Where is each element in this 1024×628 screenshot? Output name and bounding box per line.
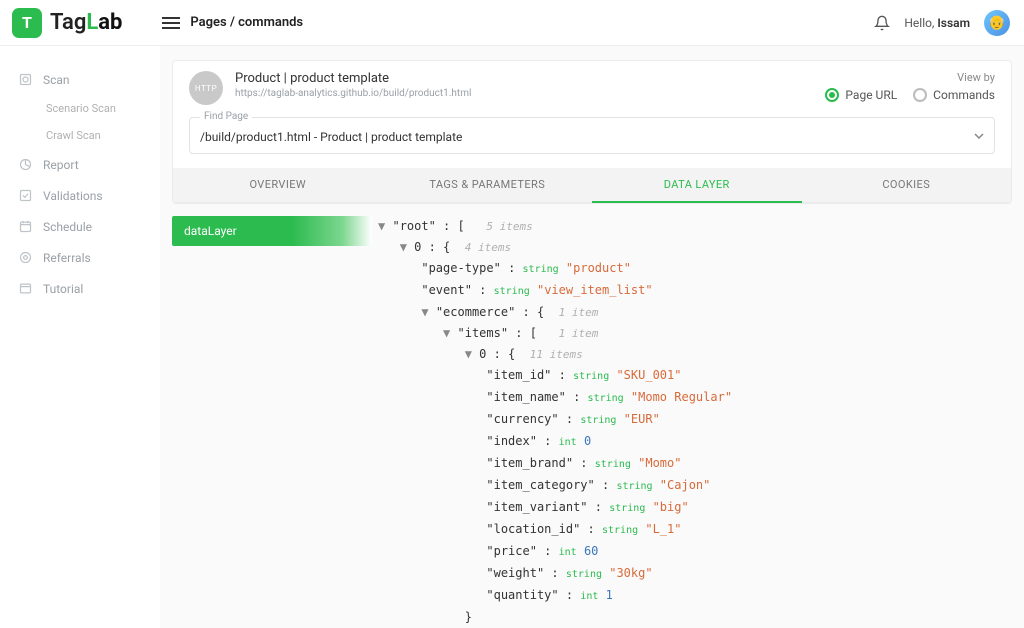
tree-line: "weight" : string "30kg" xyxy=(378,563,1012,585)
sidebar-item-report[interactable]: Report xyxy=(0,149,160,180)
radio-commands[interactable]: Commands xyxy=(913,88,995,102)
page-url: https://taglab-analytics.github.io/build… xyxy=(235,88,471,99)
datalayer-badge: dataLayer xyxy=(172,216,372,246)
avatar[interactable]: 👴 xyxy=(984,10,1010,36)
viewby-label: View by xyxy=(825,71,995,84)
chevron-down-icon xyxy=(974,133,984,139)
topbar: T TagLab Pages / commands Hello, Issam 👴 xyxy=(0,0,1024,46)
tree-line: "price" : int 60 xyxy=(378,541,1012,563)
tree-root: ▼ "root" : [ 5 items xyxy=(378,216,1012,237)
greeting: Hello, Issam xyxy=(904,16,970,30)
tree-line: "location_id" : string "L_1" xyxy=(378,519,1012,541)
tree-caret-icon[interactable]: ▼ xyxy=(421,305,428,319)
menu-icon[interactable] xyxy=(162,16,180,30)
tab-datalayer[interactable]: DATA LAYER xyxy=(592,168,802,203)
sidebar-item-tutorial[interactable]: Tutorial xyxy=(0,273,160,304)
tab-cookies[interactable]: COOKIES xyxy=(802,168,1012,202)
logo-text[interactable]: TagLab xyxy=(50,10,122,35)
main: HTTP Product | product template https://… xyxy=(160,46,1024,628)
tree-line: "item_category" : string "Cajon" xyxy=(378,475,1012,497)
username: Issam xyxy=(937,16,970,30)
tree-line: "item_brand" : string "Momo" xyxy=(378,453,1012,475)
notifications-icon[interactable] xyxy=(874,15,890,31)
page-header: HTTP Product | product template https://… xyxy=(173,61,1011,117)
sidebar-item-label: Report xyxy=(43,158,79,172)
find-page-value: /build/product1.html - Product | product… xyxy=(200,130,462,144)
report-icon xyxy=(18,157,33,172)
sidebar-item-scan[interactable]: Scan xyxy=(0,64,160,95)
tutorial-icon xyxy=(18,281,33,296)
page-title: Product | product template xyxy=(235,71,471,86)
sidebar-item-label: Referrals xyxy=(43,251,91,265)
sidebar-item-referrals[interactable]: Referrals xyxy=(0,242,160,273)
scan-icon xyxy=(18,72,33,87)
tree-caret-icon[interactable]: ▼ xyxy=(378,219,385,233)
tree-line: ▼ "items" : [ 1 item xyxy=(378,323,1012,344)
tree-line: "currency" : string "EUR" xyxy=(378,409,1012,431)
find-page-label: Find Page xyxy=(200,111,252,122)
page-card: HTTP Product | product template https://… xyxy=(172,60,1012,204)
radio-icon xyxy=(825,88,839,102)
tree-caret-icon[interactable]: ▼ xyxy=(400,240,407,254)
tree-line: "quantity" : int 1 xyxy=(378,585,1012,607)
sidebar-item-crawl-scan[interactable]: Crawl Scan xyxy=(0,122,160,149)
http-badge: HTTP xyxy=(189,71,223,105)
radio-label: Commands xyxy=(933,88,995,102)
json-tree[interactable]: ▼ "root" : [ 5 items ▼ 0 : { 4 items "pa… xyxy=(372,216,1012,628)
tree-line: "index" : int 0 xyxy=(378,431,1012,453)
referrals-icon xyxy=(18,250,33,265)
breadcrumb: Pages / commands xyxy=(190,15,303,30)
sidebar-item-scenario-scan[interactable]: Scenario Scan xyxy=(0,95,160,122)
validations-icon xyxy=(18,188,33,203)
find-page-select[interactable]: Find Page /build/product1.html - Product… xyxy=(189,117,995,154)
sidebar-item-validations[interactable]: Validations xyxy=(0,180,160,211)
logo-tag: Tag xyxy=(50,10,86,35)
tree-line: } xyxy=(378,607,1012,627)
tree-line: "item_variant" : string "big" xyxy=(378,497,1012,519)
tree-line: ▼ 0 : { 4 items xyxy=(378,237,1012,258)
tree-line: "event" : string "view_item_list" xyxy=(378,280,1012,302)
sidebar-item-label: Scan xyxy=(43,73,70,87)
hello-prefix: Hello, xyxy=(904,16,937,30)
tab-tags[interactable]: TAGS & PARAMETERS xyxy=(383,168,593,202)
tree-caret-icon[interactable]: ▼ xyxy=(443,326,450,340)
tree-line: "page-type" : string "product" xyxy=(378,258,1012,280)
tree-caret-icon[interactable]: ▼ xyxy=(465,347,472,361)
sidebar-item-label: Validations xyxy=(43,189,103,203)
tree-line: "item_id" : string "SKU_001" xyxy=(378,365,1012,387)
tab-overview[interactable]: OVERVIEW xyxy=(173,168,383,202)
logo-mark[interactable]: T xyxy=(12,8,42,38)
radio-icon xyxy=(913,88,927,102)
sidebar-item-label: Schedule xyxy=(43,220,92,234)
schedule-icon xyxy=(18,219,33,234)
radio-page-url[interactable]: Page URL xyxy=(825,88,897,102)
sidebar-item-schedule[interactable]: Schedule xyxy=(0,211,160,242)
radio-label: Page URL xyxy=(845,88,897,102)
sidebar: Scan Scenario Scan Crawl Scan Report Val… xyxy=(0,46,160,628)
sidebar-item-label: Tutorial xyxy=(43,282,83,296)
tree-line: "item_name" : string "Momo Regular" xyxy=(378,387,1012,409)
viewby: View by Page URL Commands xyxy=(825,71,995,102)
tree-line: ▼ 0 : { 11 items xyxy=(378,344,1012,365)
tabs: OVERVIEW TAGS & PARAMETERS DATA LAYER CO… xyxy=(173,168,1011,203)
tree-line: ▼ "ecommerce" : { 1 item xyxy=(378,302,1012,323)
